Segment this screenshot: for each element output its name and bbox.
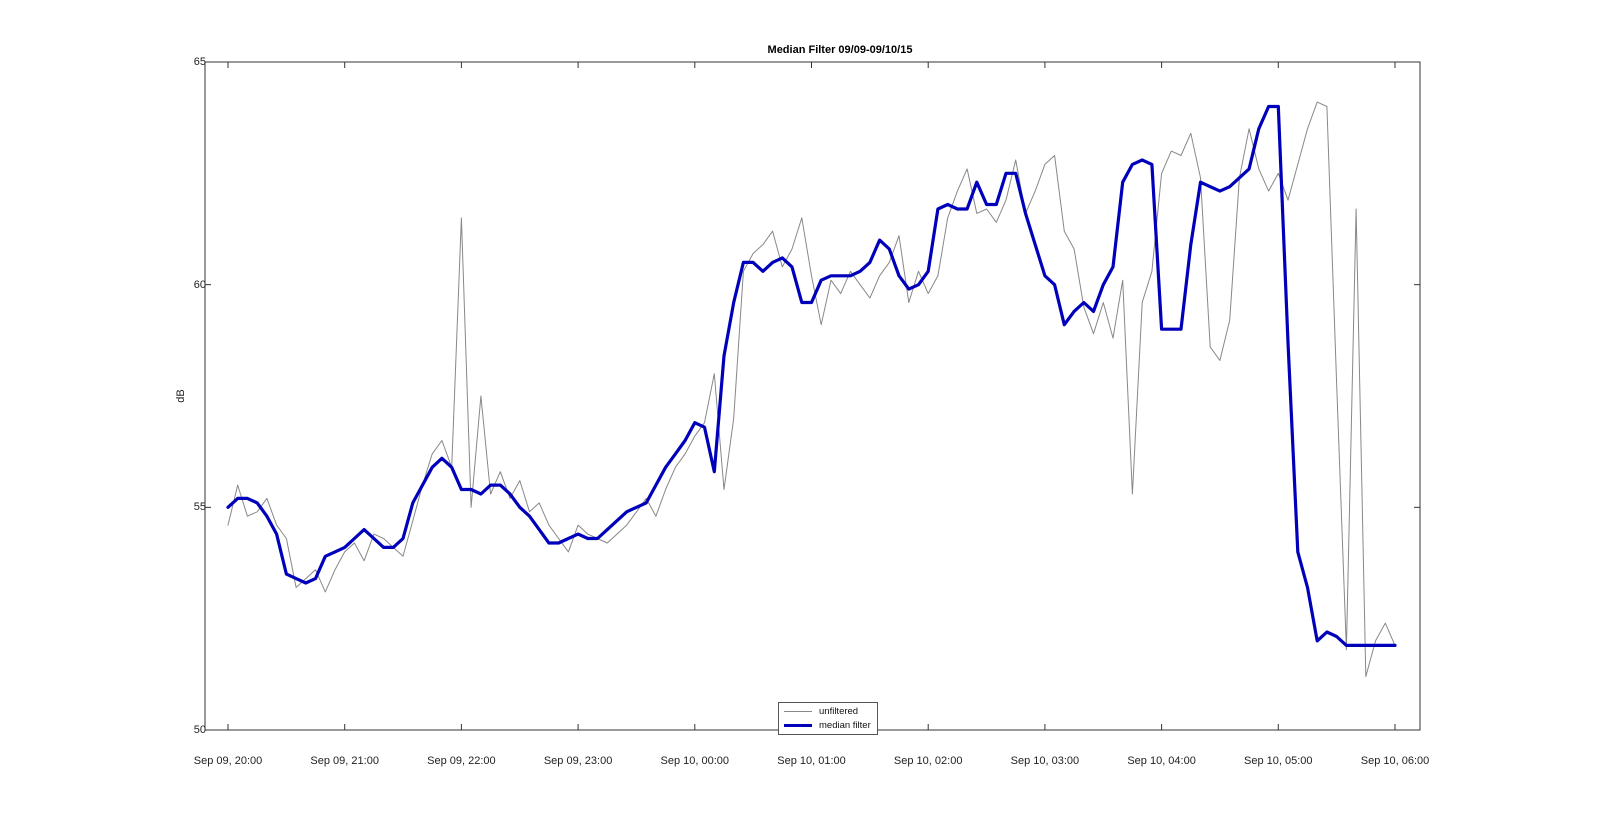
y-tick-label: 65 [193, 56, 206, 68]
axes-box [204, 61, 1421, 731]
x-tick-label: Sep 10, 05:00 [1244, 755, 1313, 767]
x-tick-label: Sep 10, 01:00 [777, 755, 846, 767]
legend-swatch-median-filter [784, 724, 812, 727]
y-tick-label: 60 [193, 278, 206, 291]
x-tick-label: Sep 09, 22:00 [427, 755, 496, 767]
legend-label-median-filter: median filter [819, 720, 871, 731]
x-tick-label: Sep 09, 23:00 [543, 755, 613, 767]
legend-entry-median-filter: median filter [779, 719, 877, 732]
x-tick-label: Sep 10, 06:00 [1360, 755, 1430, 767]
y-axis-label: dB [175, 389, 187, 403]
x-tick-label: Sep 09, 21:00 [310, 755, 379, 767]
x-tick-label: Sep 09, 20:00 [193, 755, 263, 767]
x-tick-label: Sep 10, 00:00 [660, 755, 730, 767]
y-tick-label: 55 [193, 501, 206, 514]
x-tick-label: Sep 10, 02:00 [893, 755, 963, 767]
chart-title: Median Filter 09/09-09/10/15 [767, 44, 913, 56]
legend-entry-unfiltered: unfiltered [779, 705, 877, 718]
x-tick-label: Sep 10, 03:00 [1010, 755, 1080, 767]
series-line-median-filter [226, 104, 1397, 648]
series-line-unfiltered [227, 101, 1396, 678]
legend-swatch-unfiltered [784, 711, 812, 712]
legend[interactable]: unfiltered median filter [778, 702, 878, 735]
legend-label-unfiltered: unfiltered [819, 706, 859, 717]
y-tick-label: 50 [193, 724, 206, 736]
x-tick-label: Sep 10, 04:00 [1127, 755, 1196, 767]
